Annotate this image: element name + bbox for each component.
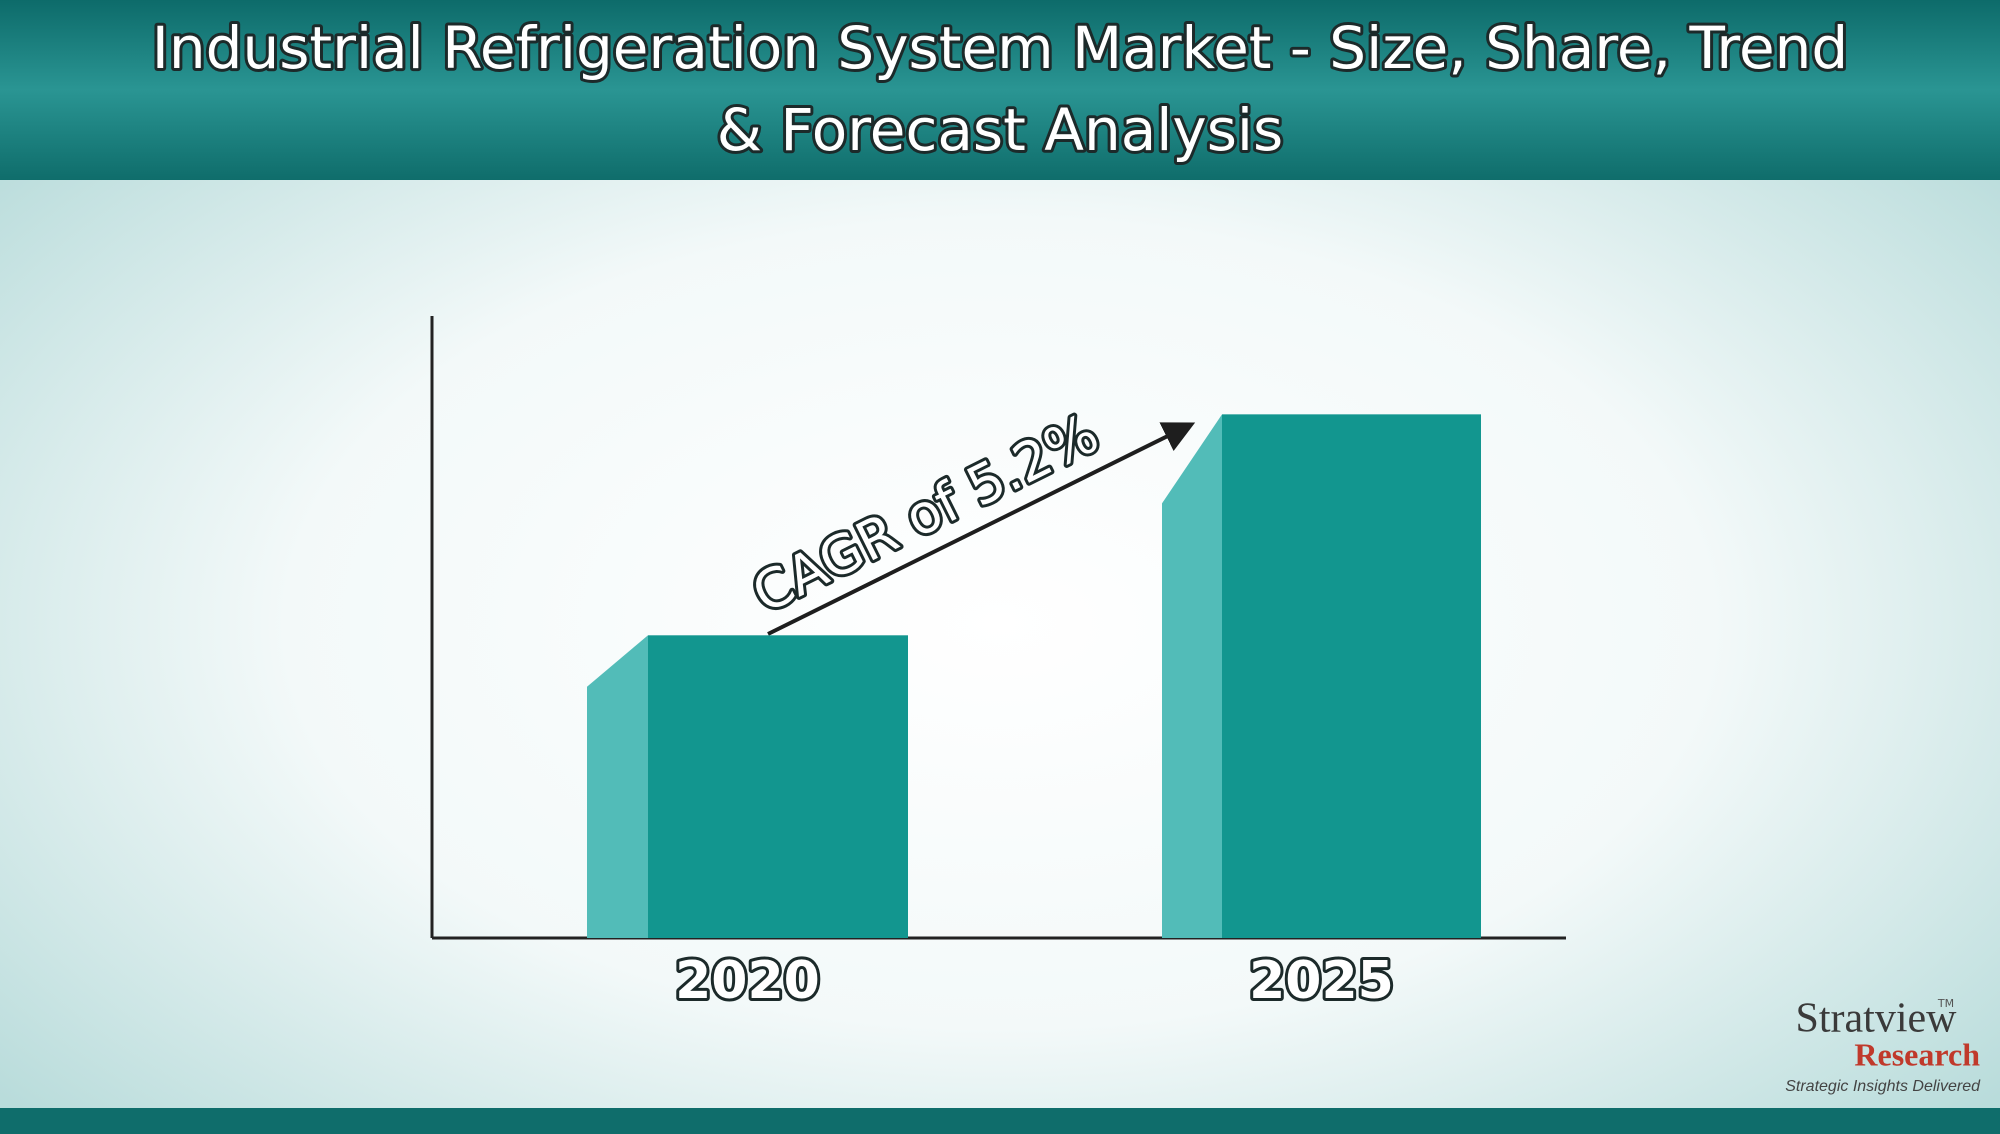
bar-side bbox=[587, 635, 648, 938]
x-tick-label: 2025 bbox=[1249, 951, 1394, 1011]
logo-subname: Research bbox=[1854, 1036, 1980, 1072]
bar bbox=[1222, 414, 1481, 938]
bar-side bbox=[1162, 414, 1222, 938]
logo-trademark: TM bbox=[1937, 997, 1954, 1010]
logo-name: Stratview bbox=[1796, 996, 1958, 1042]
cagr-arrow bbox=[767, 422, 1196, 636]
header-band bbox=[0, 0, 2000, 180]
footer-band bbox=[0, 1108, 2000, 1134]
chart-title: & Forecast Analysis bbox=[717, 96, 1284, 164]
bar bbox=[648, 635, 908, 938]
x-tick-label: 2020 bbox=[675, 951, 820, 1011]
chart-title: Industrial Refrigeration System Market -… bbox=[152, 14, 1848, 82]
logo-tagline: Strategic Insights Delivered bbox=[1785, 1078, 1981, 1095]
